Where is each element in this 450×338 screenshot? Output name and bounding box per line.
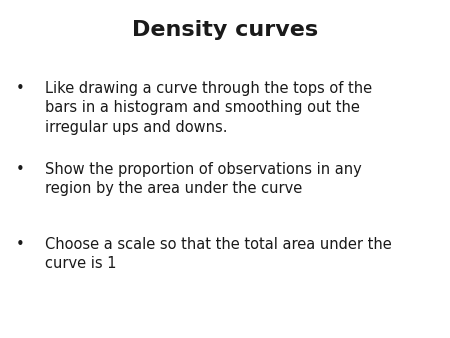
Text: •: • (16, 81, 25, 96)
Text: Choose a scale so that the total area under the
curve is 1: Choose a scale so that the total area un… (45, 237, 392, 271)
Text: •: • (16, 237, 25, 251)
Text: •: • (16, 162, 25, 177)
Text: Show the proportion of observations in any
region by the area under the curve: Show the proportion of observations in a… (45, 162, 362, 196)
Text: Density curves: Density curves (132, 20, 318, 40)
Text: Like drawing a curve through the tops of the
bars in a histogram and smoothing o: Like drawing a curve through the tops of… (45, 81, 372, 135)
